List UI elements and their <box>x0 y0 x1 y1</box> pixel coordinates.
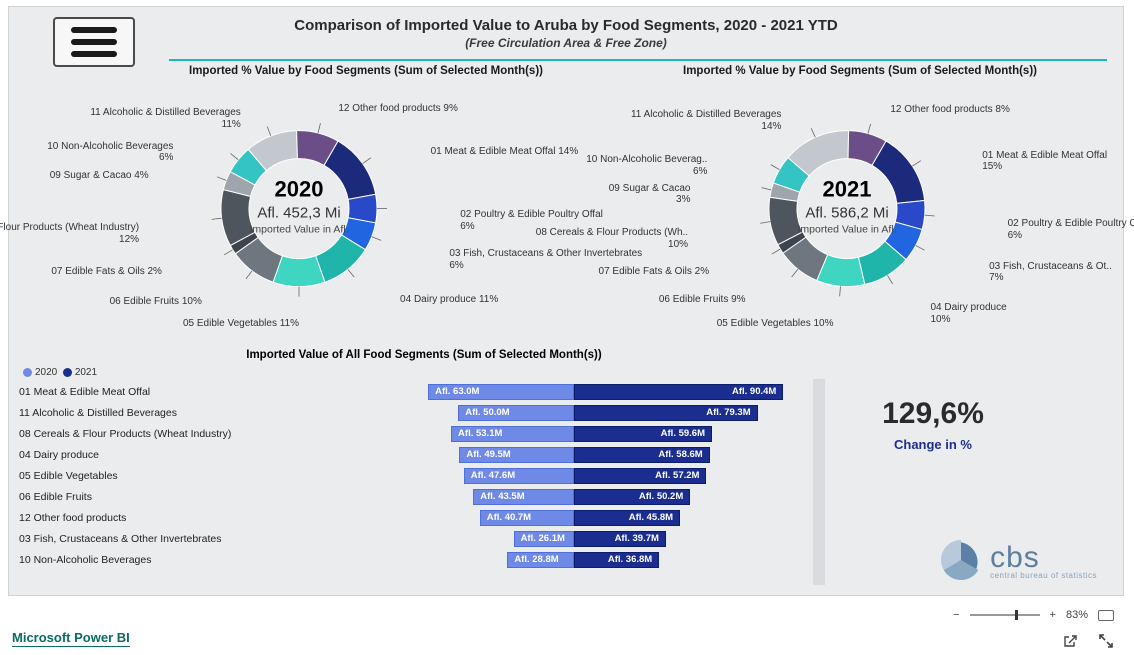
donut-slice-label: 02 Poultry & Edible Poultry Of..6% <box>1008 218 1134 241</box>
legend-2020: 2020 <box>35 367 57 378</box>
donut-slice-label: 08 Cereals & Flour Products (Wheat Indus… <box>0 222 139 245</box>
share-icon[interactable] <box>1062 633 1078 649</box>
zoom-percent: 83% <box>1066 609 1088 621</box>
donut-slice-label: 01 Meat & Edible Meat Offal 14% <box>431 146 579 158</box>
donut-slice-label: 09 Sugar & Cacao 4% <box>50 170 149 182</box>
donut-2021-caption: Imported Value in Afl. <box>767 224 927 236</box>
donut-2021-center: 2021 Afl. 586,2 Mi Imported Value in Afl… <box>767 177 927 236</box>
footer-bar: − + 83% Microsoft Power BI <box>0 603 1134 655</box>
page-subtitle: (Free Circulation Area & Free Zone) <box>9 34 1123 54</box>
donut-slice-label: 12 Other food products 9% <box>338 103 458 115</box>
fit-to-page-icon[interactable] <box>1098 610 1114 621</box>
logo-text: cbs <box>990 541 1040 574</box>
donut-chart-2020[interactable]: Imported % Value by Food Segments (Sum o… <box>39 65 559 345</box>
donut-2020-caption: Imported Value in Afl. <box>219 224 379 236</box>
donut-slice-label: 08 Cereals & Flour Products (Wh..10% <box>536 227 688 250</box>
section-title-left: Imported % Value by Food Segments (Sum o… <box>189 65 543 77</box>
kpi-value: 129,6% <box>813 397 1053 431</box>
bar-row[interactable]: 04 Dairy produce Afl. 49.5MAfl. 58.6M <box>19 445 829 464</box>
bar-2020: Afl. 40.7M <box>480 510 574 526</box>
bar-2021: Afl. 39.7M <box>574 531 666 547</box>
zoom-out-icon[interactable]: − <box>953 609 959 621</box>
donut-slice-label: 10 Non-Alcoholic Beverages6% <box>47 141 173 164</box>
kpi-card: 129,6% Change in % <box>813 397 1053 452</box>
donut-slice-label: 05 Edible Vegetables 10% <box>717 318 834 330</box>
bar-row[interactable]: 12 Other food products Afl. 40.7MAfl. 45.… <box>19 508 829 527</box>
bar-row[interactable]: 08 Cereals & Flour Products (Wheat Indus… <box>19 424 829 443</box>
page-title: Comparison of Imported Value to Aruba by… <box>9 7 1123 34</box>
bar-row[interactable]: 10 Non-Alcoholic Beverages Afl. 28.8MAfl.… <box>19 550 829 569</box>
kpi-caption: Change in % <box>813 437 1053 452</box>
bar-row[interactable]: 05 Edible Vegetables Afl. 47.6MAfl. 57.2M <box>19 466 829 485</box>
donut-2020-center: 2020 Afl. 452,3 Mi Imported Value in Afl… <box>219 177 379 236</box>
bar-2020: Afl. 63.0M <box>428 384 574 400</box>
bar-row[interactable]: 06 Edible Fruits Afl. 43.5MAfl. 50.2M <box>19 487 829 506</box>
bar-2021: Afl. 45.8M <box>574 510 680 526</box>
donut-slice-label: 06 Edible Fruits 10% <box>110 296 202 308</box>
bar-2020: Afl. 28.8M <box>507 552 574 568</box>
logo-subtext: central bureau of statistics <box>990 571 1097 580</box>
bar-category: 10 Non-Alcoholic Beverages <box>19 554 319 566</box>
donut-2021-value: Afl. 586,2 Mi <box>767 205 927 222</box>
section-title-right: Imported % Value by Food Segments (Sum o… <box>683 65 1037 77</box>
bar-2020: Afl. 26.1M <box>514 531 574 547</box>
donut-chart-2021[interactable]: Imported % Value by Food Segments (Sum o… <box>587 65 1107 345</box>
donut-slice-label: 05 Edible Vegetables 11% <box>183 318 299 330</box>
bar-category: 08 Cereals & Flour Products (Wheat Indus… <box>19 428 319 440</box>
donut-slice-label: 04 Dairy produce10% <box>931 302 1007 325</box>
hamburger-menu-button[interactable] <box>53 17 135 67</box>
bars-section-title: Imported Value of All Food Segments (Sum… <box>19 349 829 365</box>
bar-row[interactable]: 01 Meat & Edible Meat Offal Afl. 63.0MAfl… <box>19 382 829 401</box>
bar-category: 03 Fish, Crustaceans & Other Invertebrat… <box>19 533 319 545</box>
bars-legend: 2020 2021 <box>19 365 829 382</box>
donut-2021-year: 2021 <box>767 177 927 203</box>
zoom-slider[interactable] <box>970 614 1040 616</box>
donut-slice-label: 07 Edible Fats & Oils 2% <box>51 266 162 278</box>
donut-slice-label: 12 Other food products 8% <box>890 104 1010 116</box>
donut-slice-label: 11 Alcoholic & Distilled Beverages14% <box>631 109 781 132</box>
donut-slice-label: 04 Dairy produce 11% <box>400 294 498 306</box>
donut-slice-label: 06 Edible Fruits 9% <box>659 294 746 306</box>
bar-2020: Afl. 53.1M <box>451 426 574 442</box>
bar-category: 12 Other food products <box>19 512 319 524</box>
cbs-logo: cbs central bureau of statistics <box>938 537 1097 583</box>
butterfly-bar-chart[interactable]: Imported Value of All Food Segments (Sum… <box>19 349 829 589</box>
bar-category: 04 Dairy produce <box>19 449 319 461</box>
legend-2021: 2021 <box>75 367 97 378</box>
bar-2021: Afl. 90.4M <box>574 384 783 400</box>
donut-slice-label: 01 Meat & Edible Meat Offal15% <box>982 150 1107 173</box>
bar-2021: Afl. 57.2M <box>574 468 706 484</box>
bar-category: 11 Alcoholic & Distilled Beverages <box>19 407 319 419</box>
bar-2020: Afl. 43.5M <box>473 489 574 505</box>
donut-slice-label: 09 Sugar & Cacao3% <box>609 183 691 206</box>
bar-category: 06 Edible Fruits <box>19 491 319 503</box>
title-divider <box>169 59 1107 61</box>
powerbi-link[interactable]: Microsoft Power BI <box>12 630 130 647</box>
bar-2021: Afl. 59.6M <box>574 426 712 442</box>
fullscreen-icon[interactable] <box>1098 633 1114 649</box>
donut-slice-label: 03 Fish, Crustaceans & Ot..7% <box>989 261 1112 284</box>
zoom-control[interactable]: − + 83% <box>953 609 1114 621</box>
donut-slice-label: 07 Edible Fats & Oils 2% <box>599 266 710 278</box>
bar-2021: Afl. 79.3M <box>574 405 758 421</box>
donut-2020-year: 2020 <box>219 177 379 203</box>
bar-2020: Afl. 49.5M <box>459 447 574 463</box>
donut-slice-label: 11 Alcoholic & Distilled Beverages11% <box>90 107 240 130</box>
cbs-logo-icon <box>938 537 984 583</box>
donut-2020-value: Afl. 452,3 Mi <box>219 205 379 222</box>
zoom-in-icon[interactable]: + <box>1050 609 1056 621</box>
report-canvas: Comparison of Imported Value to Aruba by… <box>8 6 1124 596</box>
donut-slice-label: 10 Non-Alcoholic Beverag..6% <box>586 154 707 177</box>
bar-row[interactable]: 03 Fish, Crustaceans & Other Invertebrat… <box>19 529 829 548</box>
bar-2020: Afl. 47.6M <box>464 468 574 484</box>
bar-category: 05 Edible Vegetables <box>19 470 319 482</box>
bar-row[interactable]: 11 Alcoholic & Distilled Beverages Afl. 5… <box>19 403 829 422</box>
bar-2021: Afl. 58.6M <box>574 447 710 463</box>
bar-2020: Afl. 50.0M <box>458 405 574 421</box>
bar-category: 01 Meat & Edible Meat Offal <box>19 386 319 398</box>
bar-2021: Afl. 50.2M <box>574 489 690 505</box>
bar-2021: Afl. 36.8M <box>574 552 659 568</box>
